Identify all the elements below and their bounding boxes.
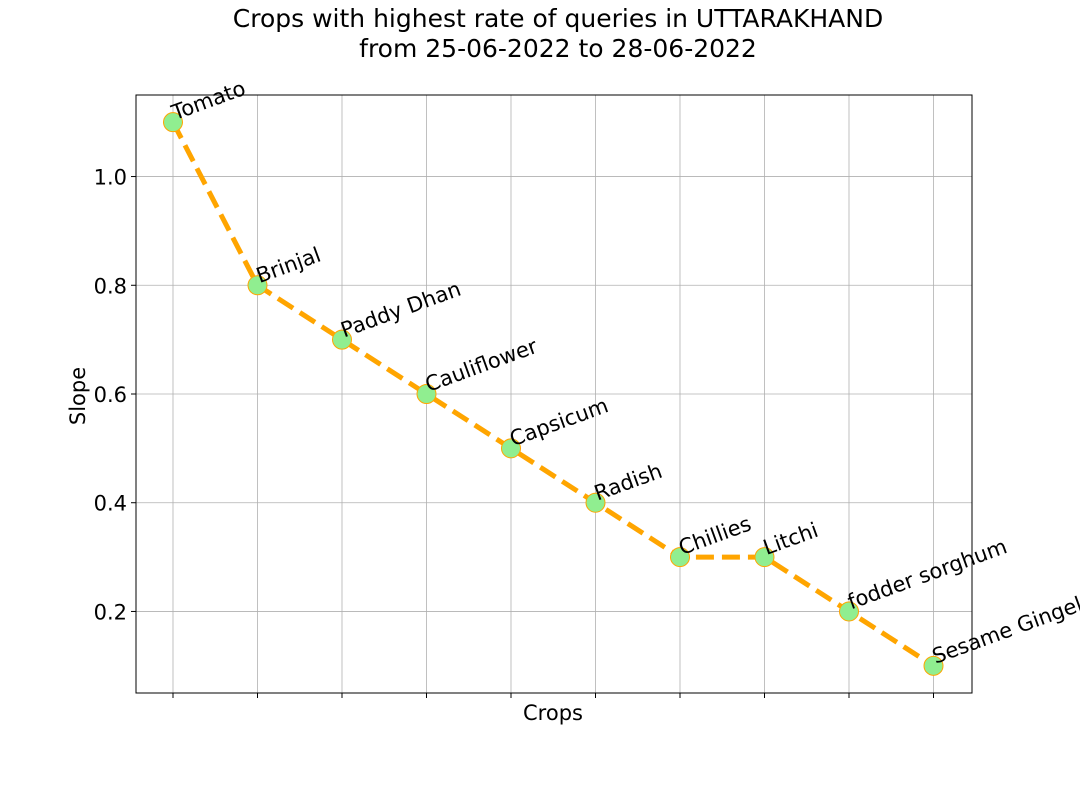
y-tick-label: 0.8	[94, 274, 127, 298]
y-tick-label: 0.4	[94, 492, 127, 516]
y-ticks: 0.2 0.4 0.6 0.8 1.0	[94, 166, 136, 624]
point-label: Paddy Dhan	[338, 277, 465, 343]
y-tick-label: 0.6	[94, 383, 127, 407]
chart-title: Crops with highest rate of queries in UT…	[0, 4, 1080, 64]
chart-title-line-1: Crops with highest rate of queries in UT…	[232, 4, 884, 33]
y-tick-label: 0.2	[94, 600, 127, 624]
markers	[163, 112, 944, 676]
data-point	[247, 275, 268, 296]
point-label: Cauliflower	[422, 334, 541, 397]
x-axis-label: Crops	[523, 701, 583, 725]
data-point	[585, 492, 606, 513]
point-label: Radish	[591, 459, 665, 506]
data-point	[839, 601, 859, 622]
point-label: fodder sorghum	[845, 534, 1011, 614]
data-point	[670, 547, 690, 568]
point-label: Chillies	[676, 512, 755, 560]
point-label: Sesame Gingelly	[929, 586, 1080, 669]
point-label: Litchi	[760, 518, 821, 560]
series-line	[170, 121, 935, 668]
x-ticks	[172, 693, 934, 698]
y-axis-label: Slope	[66, 367, 90, 425]
point-label: Tomato	[168, 76, 249, 125]
data-point	[332, 329, 352, 350]
y-tick-label: 1.0	[94, 166, 127, 190]
point-label: Brinjal	[253, 243, 324, 288]
chart-title-line-2: from 25-06-2022 to 28-06-2022	[359, 34, 757, 63]
data-point	[416, 384, 437, 404]
data-point	[754, 547, 775, 568]
data-point	[163, 112, 183, 133]
data-point	[923, 655, 944, 676]
data-point	[501, 438, 521, 459]
grid	[136, 95, 972, 693]
